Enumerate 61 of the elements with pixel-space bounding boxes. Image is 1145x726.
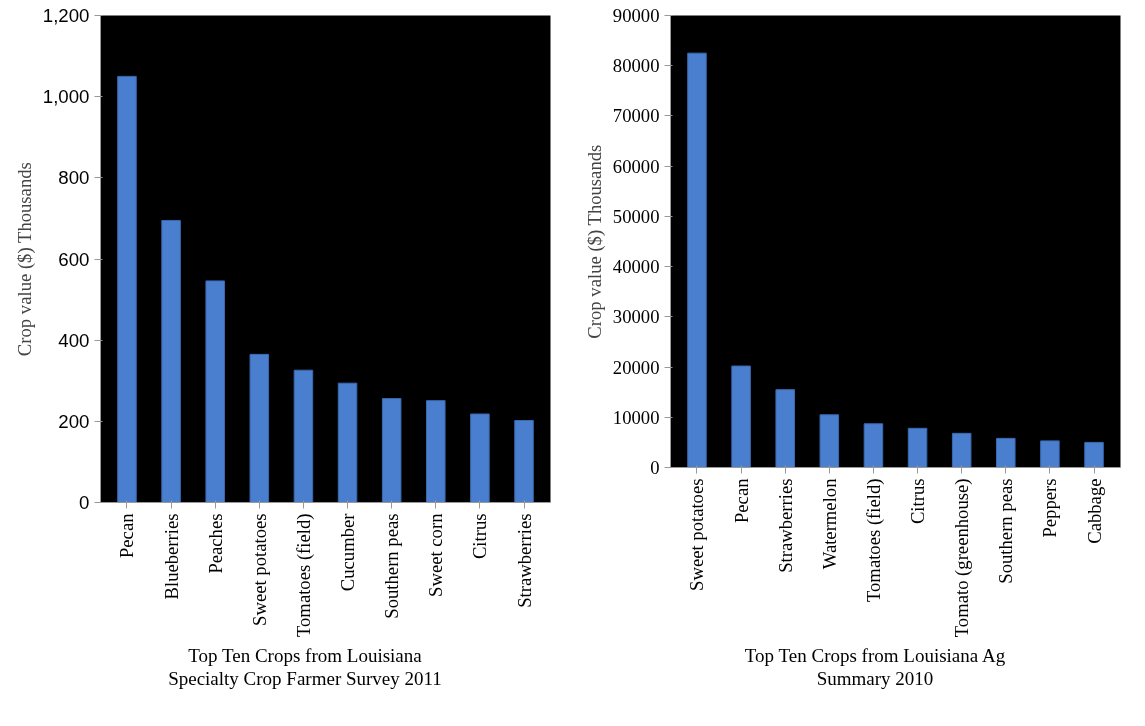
x-tick-label: Watermelon [818,477,840,570]
bar [161,219,181,503]
x-tick-label: Strawberries [774,478,796,573]
x-tick-label: Peppers [1039,478,1061,538]
x-tick-label: Strawberries [513,513,535,608]
x-tick-label: Tomato (greenhouse) [951,478,974,638]
text: Top Ten Crops from Louisiana Specialty Crop Farmer Survey 2011 [167,645,443,691]
y-tick-label: 1,000 [42,86,90,108]
x-tick-label: Blueberries [160,513,182,600]
y-tick-label: 200 [58,410,90,432]
x-tick-label: Sweet corn [425,512,447,597]
x-tick-label: Citrus [469,513,491,560]
bar [731,365,751,468]
y-tick-label: 0 [650,457,660,478]
y-tick-label: 80000 [612,55,660,77]
x-tick-label: Cabbage [1083,478,1105,544]
bar [205,280,225,503]
y-tick-label: 0 [79,492,90,513]
y-tick-label: 600 [58,248,90,270]
bar [1084,441,1104,468]
bar [951,432,972,468]
y-tick-label: 20000 [612,356,660,378]
x-tick-label: Cucumber [337,512,359,592]
x-tick-label: Southern peas [995,478,1017,584]
bar [819,414,840,468]
bar [293,369,314,503]
bar [687,52,707,468]
text: Top Ten Crops from Louisiana Ag Summary 2010 [743,645,1007,691]
y-tick-label: 70000 [612,105,660,127]
bar [249,353,270,503]
bar [775,389,795,468]
x-tick-label: Peaches [204,513,226,574]
bar [337,382,358,503]
x-tick-label: Pecan [730,477,752,524]
y-axis-title: Crop value ($) Thousands [13,162,36,357]
bar [117,75,137,503]
x-tick-label: Southern peas [381,513,403,619]
bar [996,437,1016,468]
bar [1040,440,1060,468]
bar [907,427,928,468]
y-tick-label: 60000 [612,155,660,177]
x-tick-label: Tomatoes (field) [292,513,315,638]
y-tick-label: 40000 [612,256,660,278]
bar [863,423,884,468]
x-tick-label: Sweet potatoes [686,478,708,591]
y-tick-label: 30000 [612,306,660,328]
x-tick-label: Citrus [907,478,929,525]
bar [514,420,534,503]
y-tick-label: 400 [58,329,90,351]
y-axis-title: Crop value ($) Thousands [583,144,606,339]
x-tick-label: Tomatoes (field) [862,478,885,603]
y-tick-label: 1,200 [42,5,90,26]
x-tick-label: Pecan [116,512,138,559]
y-tick-label: 800 [58,167,90,189]
bar [426,400,446,503]
x-tick-label: Sweet potatoes [248,513,270,626]
bar [381,398,402,503]
y-tick-label: 90000 [612,5,660,26]
y-tick-label: 50000 [612,205,660,227]
bar [470,413,490,503]
y-tick-label: 10000 [612,406,660,428]
